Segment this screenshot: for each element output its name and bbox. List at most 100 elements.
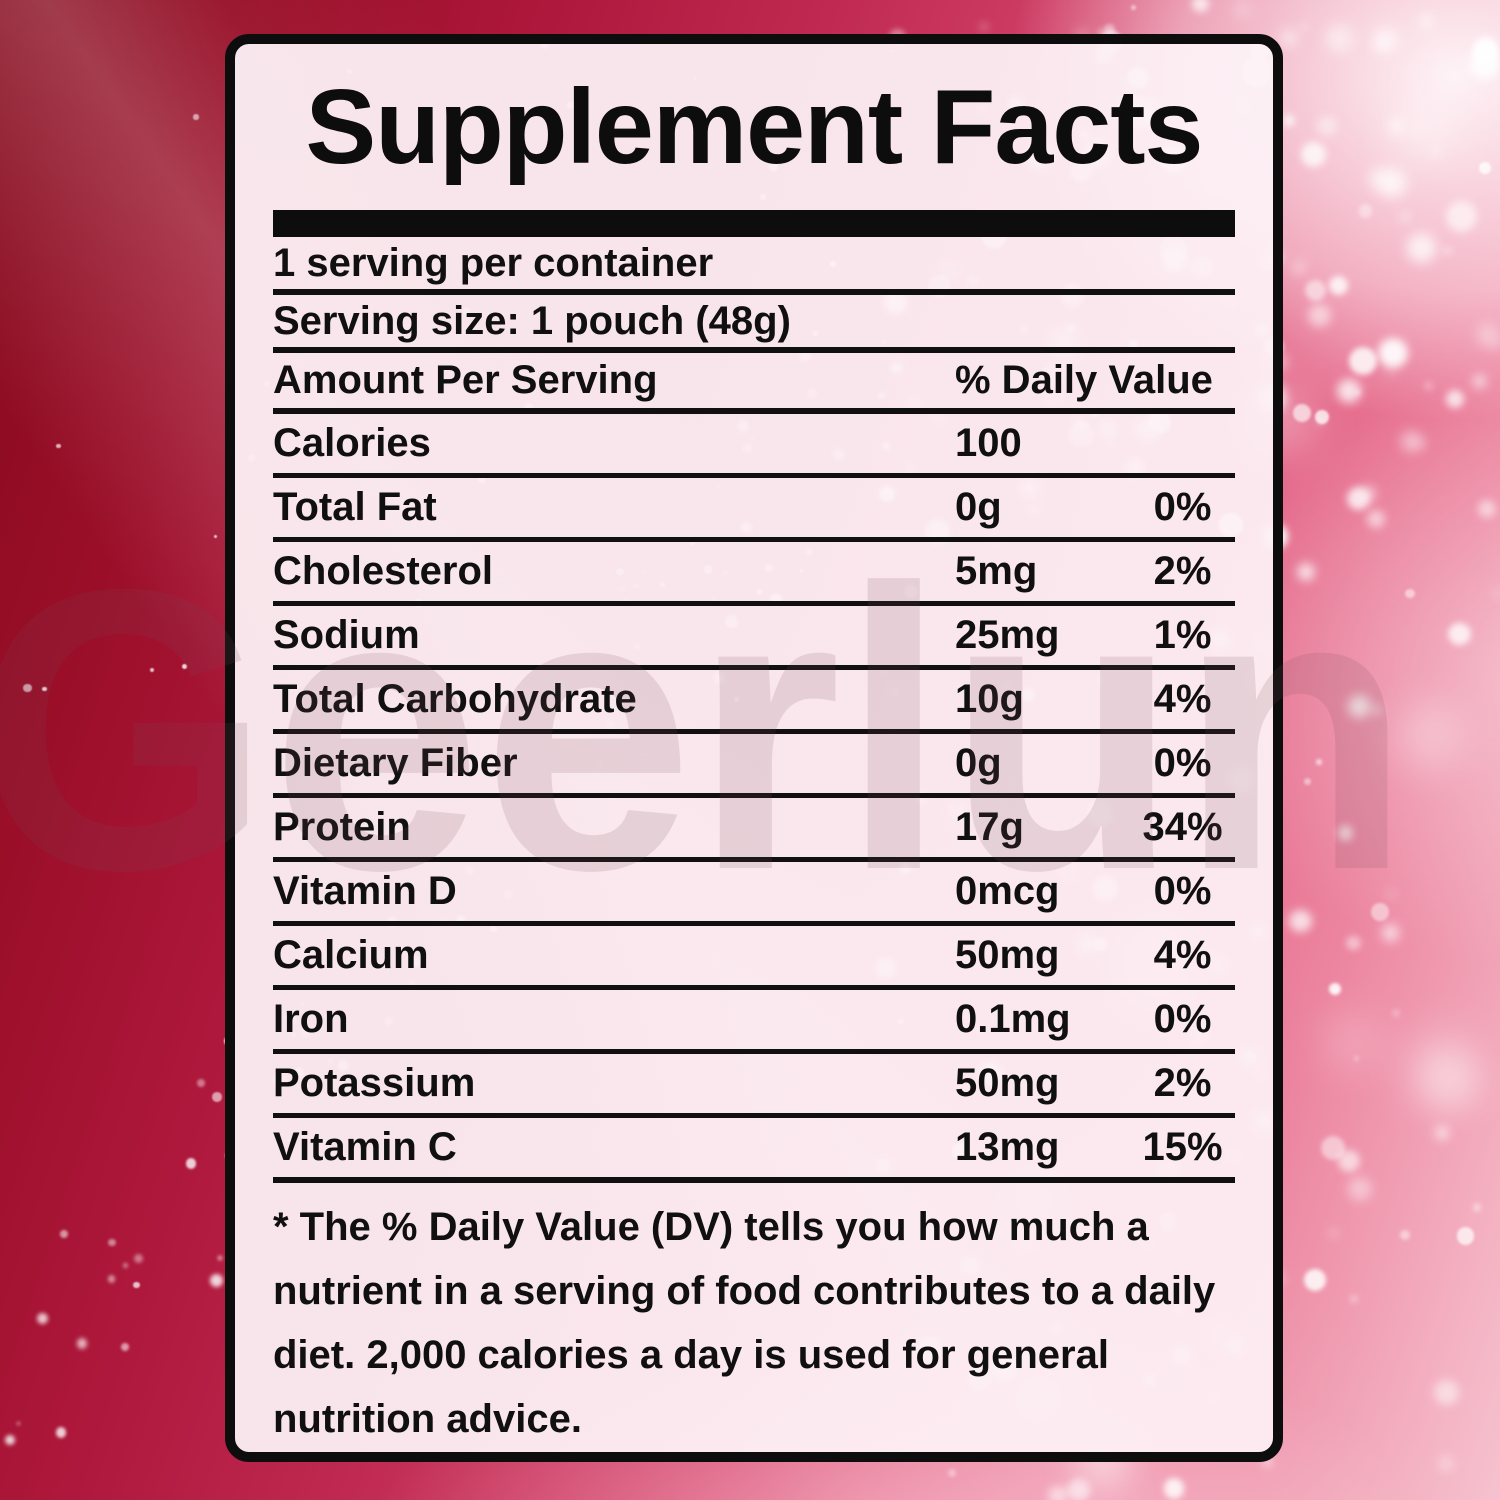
sparkle-dot	[1396, 702, 1464, 770]
nutrient-daily-value: 0%	[1153, 997, 1212, 1041]
sparkle-dot	[107, 1275, 116, 1283]
nutrient-name: Protein	[273, 805, 411, 849]
footnote-line: nutrient in a serving of food contribute…	[273, 1269, 1216, 1313]
sparkle-dot	[134, 1253, 144, 1263]
nutrient-daily-value: 1%	[1153, 613, 1212, 657]
nutrient-amount: 50mg	[955, 1061, 1060, 1105]
sparkle-dot	[1411, 126, 1420, 134]
sparkle-dot	[1354, 1056, 1359, 1061]
sparkle-dot	[1347, 694, 1371, 718]
sparkle-dot	[1314, 410, 1329, 424]
sparkle-dot	[76, 1338, 88, 1349]
sparkle-dot	[1320, 1135, 1345, 1160]
sparkle-dot	[1371, 903, 1390, 921]
nutrient-amount: 17g	[955, 805, 1024, 849]
nutrient-amount: 0.1mg	[955, 997, 1071, 1041]
sparkle-dot	[1235, 1, 1251, 17]
serving-size: Serving size: 1 pouch (48g)	[273, 295, 1235, 353]
nutrient-amount: 10g	[955, 677, 1024, 721]
sparkle-dot	[1337, 378, 1362, 403]
sparkle-dot	[1476, 323, 1500, 347]
sparkle-dot	[1164, 1478, 1185, 1499]
panel-title: Supplement Facts	[305, 67, 1204, 186]
nutrient-amount: 13mg	[955, 1125, 1060, 1169]
sparkle-dot	[1406, 233, 1437, 263]
nutrient-name: Calcium	[273, 933, 429, 977]
sparkle-dot	[107, 1238, 116, 1247]
sparkle-dot	[1387, 890, 1394, 897]
nutrient-name: Dietary Fiber	[273, 741, 518, 785]
sparkle-dot	[1443, 246, 1453, 256]
sparkle-dot	[133, 1281, 140, 1289]
sparkle-dot	[1303, 778, 1312, 786]
sparkle-dot	[1494, 590, 1500, 596]
sparkle-dot	[1434, 1380, 1460, 1406]
sparkle-dot	[56, 443, 61, 449]
sparkle-dot	[1347, 1176, 1372, 1201]
sparkle-dot	[1297, 562, 1315, 581]
sparkle-dot	[1381, 924, 1400, 942]
sparkle-dot	[1338, 1149, 1361, 1172]
nutrient-row: Total Fat 0g 0%	[273, 478, 1235, 542]
sparkle-dot	[1337, 825, 1354, 841]
sparkle-dot	[1376, 36, 1391, 51]
nutrient-row: Protein 17g 34%	[273, 798, 1235, 862]
nutrient-name: Total Fat	[273, 485, 437, 529]
sparkle-dot	[212, 1091, 223, 1102]
sparkle-dot	[22, 683, 32, 693]
sparkle-dot	[1422, 1053, 1479, 1110]
sparkle-dot	[1491, 340, 1499, 347]
footnote-line: * The % Daily Value (DV) tells you how m…	[273, 1205, 1149, 1249]
nutrient-daily-value: 0%	[1153, 869, 1212, 913]
sparkle-dot	[196, 1079, 205, 1088]
sparkle-dot	[1317, 115, 1338, 136]
sparkle-dot	[36, 1312, 48, 1325]
sparkle-dot	[1300, 141, 1327, 168]
sparkle-dot	[1393, 1010, 1400, 1017]
sparkle-dot	[1262, 1457, 1273, 1467]
nutrient-amount: 0g	[955, 741, 1002, 785]
sparkle-dot	[1104, 23, 1115, 35]
sparkle-dot	[1388, 119, 1404, 134]
nutrient-name: Potassium	[273, 1061, 476, 1105]
sparkle-dot	[1373, 26, 1399, 52]
sparkle-dot	[42, 686, 47, 692]
nutrient-row: Vitamin C 13mg 15%	[273, 1118, 1235, 1183]
sparkle-dot	[1448, 622, 1471, 646]
sparkle-dot	[1366, 510, 1385, 528]
nutrient-row: Cholesterol 5mg 2%	[273, 542, 1235, 606]
sparkle-dot	[209, 1273, 223, 1287]
nutrient-name: Vitamin C	[273, 1125, 457, 1169]
sparkle-dot	[1307, 303, 1332, 328]
nutrient-amount: 0mcg	[955, 869, 1060, 913]
sparkle-dot	[1316, 759, 1322, 765]
sparkle-dot	[5, 1435, 16, 1446]
sparkle-dot	[1328, 1018, 1375, 1065]
daily-value-footnote: * The % Daily Value (DV) tells you how m…	[273, 1183, 1235, 1451]
nutrient-name: Vitamin D	[273, 869, 457, 913]
sparkle-dot	[16, 1421, 20, 1426]
sparkle-dot	[1331, 1230, 1337, 1236]
sparkle-dot	[1348, 346, 1378, 376]
nutrient-row: Vitamin D 0mcg 0%	[273, 862, 1235, 926]
sparkle-dot	[980, 23, 989, 32]
sparkle-dot	[1066, 1479, 1090, 1500]
sparkle-dot	[60, 1230, 68, 1238]
footnote-line: nutrition advice.	[273, 1397, 582, 1441]
sparkle-dot	[1479, 161, 1492, 174]
sparkle-dot	[55, 1427, 67, 1438]
sparkle-dot	[1473, 375, 1486, 388]
sparkle-dot	[1304, 1269, 1327, 1292]
nutrient-name: Cholesterol	[273, 549, 494, 593]
sparkle-dot	[1456, 1227, 1475, 1245]
nutrient-row: Calories 100	[273, 414, 1235, 478]
sparkle-dot	[1405, 588, 1416, 599]
sparkle-dot	[1098, 29, 1105, 36]
nutrient-row: Sodium 25mg 1%	[273, 606, 1235, 670]
sparkle-dot	[1445, 200, 1477, 232]
nutrient-daily-value: 4%	[1153, 933, 1212, 977]
sparkle-dot	[1131, 5, 1137, 10]
nutrient-row: Total Carbohydrate 10g 4%	[273, 670, 1235, 734]
sparkle-dot	[1191, 0, 1209, 13]
